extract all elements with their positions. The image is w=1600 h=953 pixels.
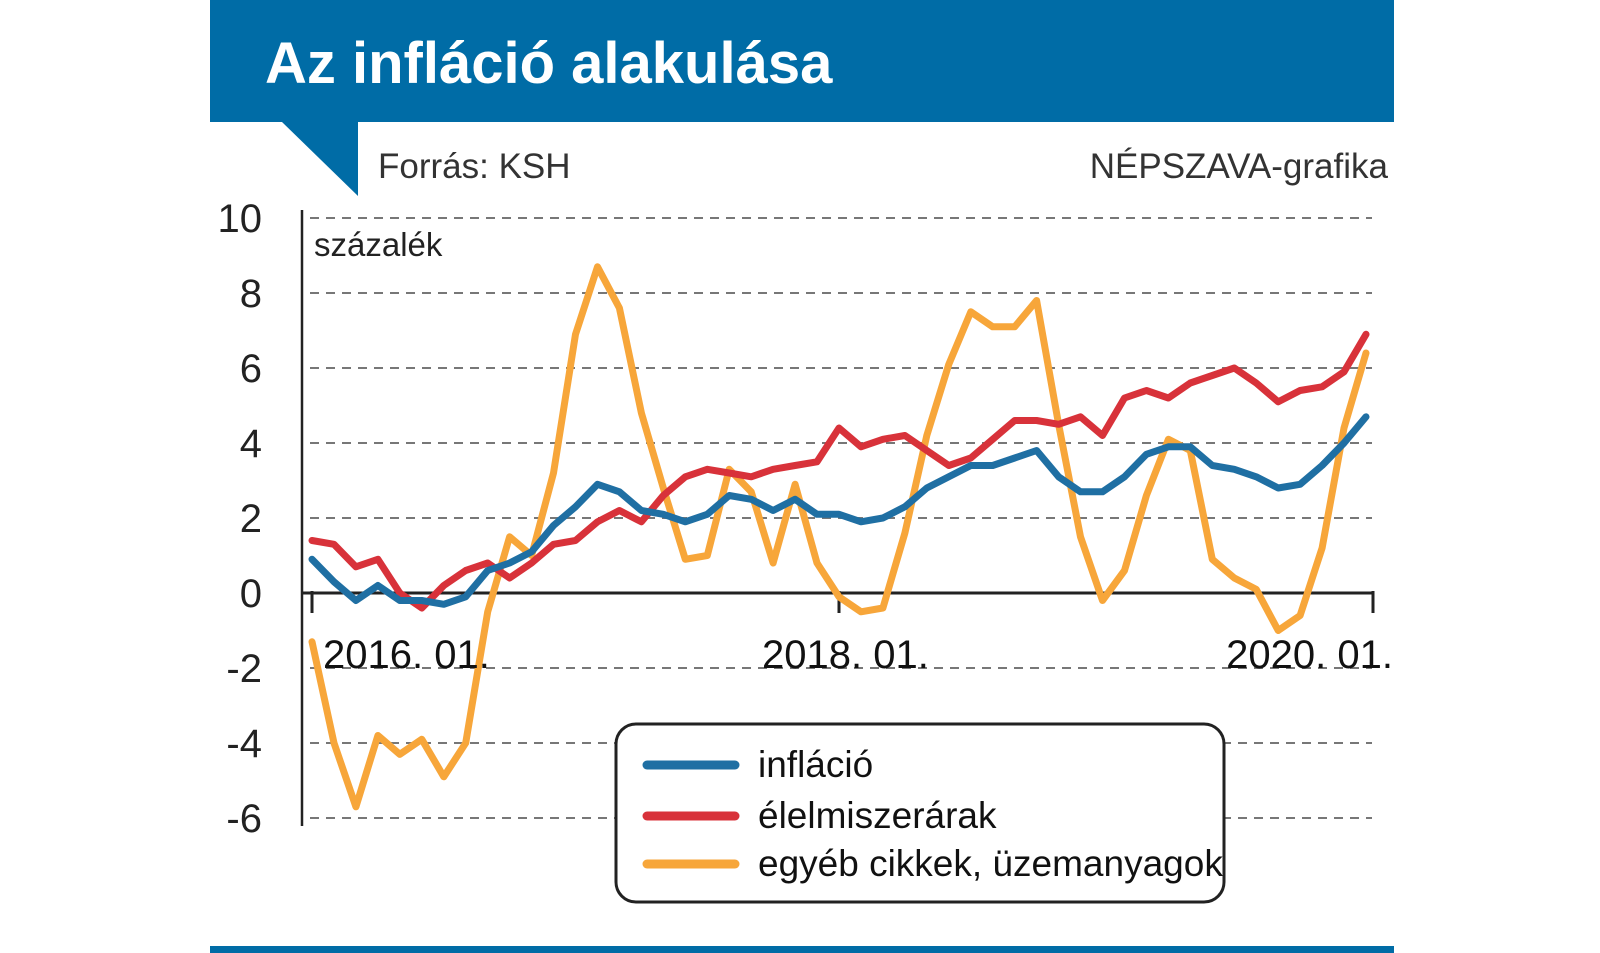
series-line-inflacio	[308, 413, 1370, 608]
y-tick-label: 8	[240, 272, 262, 316]
x-tick-label: 2018. 01.	[762, 633, 929, 677]
y-tick-label: 2	[240, 497, 262, 541]
y-tick-label: 4	[240, 422, 262, 466]
y-tick-label: 0	[240, 572, 262, 616]
y-tick-label: 6	[240, 347, 262, 391]
tick-labels: 10 8 6 4 2 0 -2 -4 -6 2016. 01. 2018. 01. 2020. 01.	[218, 197, 1394, 841]
x-tick-label: 2020. 01.	[1226, 633, 1393, 677]
header-banner	[210, 0, 1394, 122]
y-tick-label: -6	[226, 797, 262, 841]
footer-rule	[210, 946, 1394, 953]
credit-label: NÉPSZAVA-grafika	[1090, 147, 1389, 186]
legend-label-egyeb: egyéb cikkek, üzemanyagok	[758, 843, 1223, 884]
legend-label-elelmiszerarak: élelmiszerárak	[758, 795, 997, 836]
legend: infláció élelmiszerárak egyéb cikkek, üz…	[614, 722, 1226, 904]
chart-title: Az infláció alakulása	[265, 31, 833, 96]
legend-box	[614, 722, 1226, 904]
series-lines	[308, 263, 1370, 811]
legend-label-inflacio: infláció	[758, 744, 873, 785]
y-tick-label: -4	[226, 722, 262, 766]
y-tick-label: 10	[218, 197, 263, 241]
series-line-elelmiszerarak	[308, 330, 1370, 612]
header-pointer	[282, 122, 358, 196]
source-label: Forrás: KSH	[378, 147, 571, 186]
y-axis-unit-label: százalék	[314, 226, 443, 263]
y-tick-label: -2	[226, 647, 262, 691]
x-tick-label: 2016. 01.	[323, 633, 490, 677]
